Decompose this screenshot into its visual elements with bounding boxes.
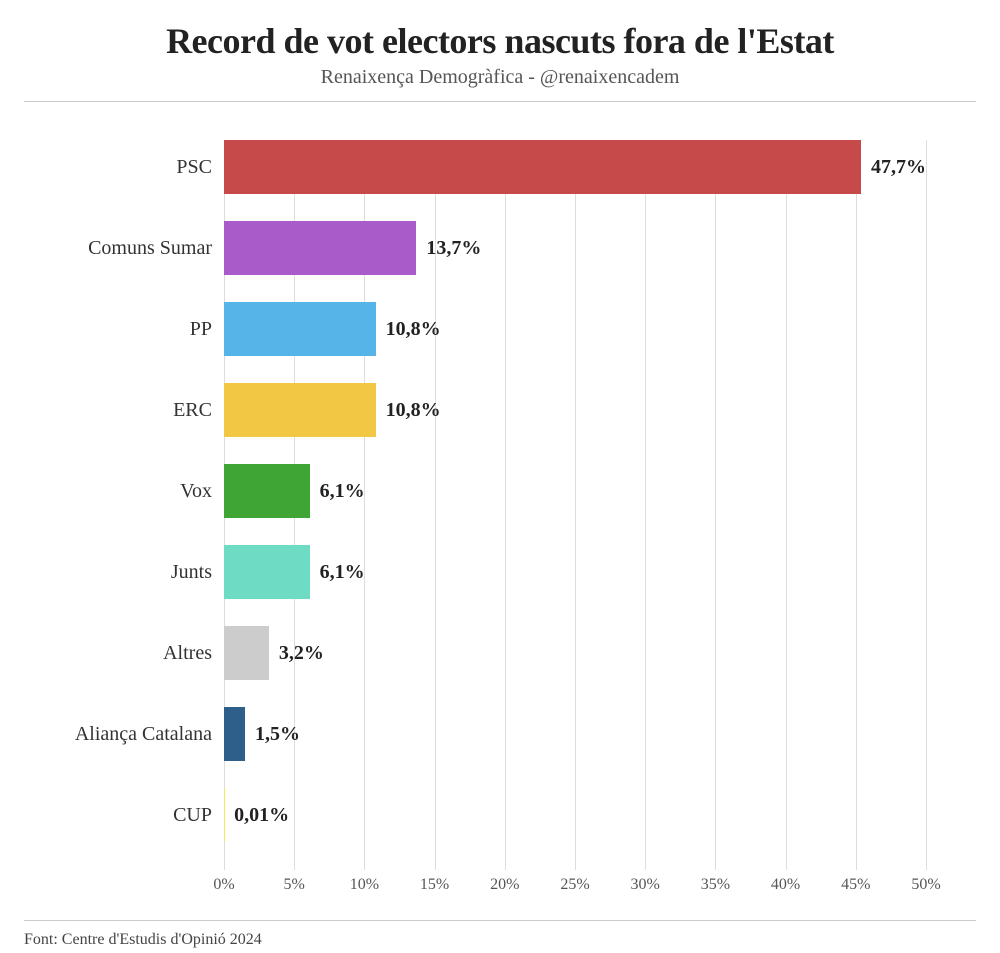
chart-source: Font: Centre d'Estudis d'Opinió 2024 xyxy=(24,920,976,949)
bar xyxy=(224,464,310,518)
bar xyxy=(224,302,376,356)
bar-row: Altres3,2% xyxy=(224,626,926,680)
bar-row: Vox6,1% xyxy=(224,464,926,518)
value-label: 6,1% xyxy=(310,480,365,503)
category-label: Junts xyxy=(171,561,224,584)
x-tick-label: 30% xyxy=(631,876,660,894)
value-label: 13,7% xyxy=(416,237,481,260)
x-tick-label: 10% xyxy=(350,876,379,894)
x-tick-label: 40% xyxy=(771,876,800,894)
category-label: CUP xyxy=(173,804,224,827)
value-label: 10,8% xyxy=(376,318,441,341)
bar-row: Aliança Catalana1,5% xyxy=(224,707,926,761)
x-tick-label: 20% xyxy=(490,876,519,894)
bar-row: PSC47,7% xyxy=(224,140,926,194)
x-tick-label: 45% xyxy=(841,876,870,894)
bar-row: Junts6,1% xyxy=(224,545,926,599)
bar-row: ERC10,8% xyxy=(224,383,926,437)
value-label: 6,1% xyxy=(310,561,365,584)
chart-header: Record de vot electors nascuts fora de l… xyxy=(24,20,976,102)
value-label: 47,7% xyxy=(861,156,926,179)
category-label: PSC xyxy=(176,156,224,179)
x-tick-label: 25% xyxy=(560,876,589,894)
gridline xyxy=(926,140,927,870)
bar xyxy=(224,545,310,599)
bar-row: PP10,8% xyxy=(224,302,926,356)
x-tick-label: 35% xyxy=(701,876,730,894)
value-label: 3,2% xyxy=(269,642,324,665)
x-tick-label: 15% xyxy=(420,876,449,894)
category-label: PP xyxy=(190,318,224,341)
bar xyxy=(224,221,416,275)
x-tick-label: 0% xyxy=(213,876,234,894)
bar xyxy=(224,626,269,680)
value-label: 0,01% xyxy=(224,804,289,827)
value-label: 1,5% xyxy=(245,723,300,746)
plot-region: PSC47,7% Comuns Sumar13,7% PP10,8% ERC10,8%… xyxy=(224,140,926,900)
bar xyxy=(224,140,861,194)
category-label: Comuns Sumar xyxy=(88,237,224,260)
value-label: 10,8% xyxy=(376,399,441,422)
x-tick-label: 5% xyxy=(284,876,305,894)
bar-row: CUP0,01% xyxy=(224,788,926,842)
x-tick-label: 50% xyxy=(911,876,940,894)
chart-subtitle: Renaixença Demogràfica - @renaixencadem xyxy=(24,66,976,89)
bar xyxy=(224,383,376,437)
category-label: Aliança Catalana xyxy=(75,723,224,746)
chart-title: Record de vot electors nascuts fora de l… xyxy=(24,20,976,62)
x-axis: 0%5%10%15%20%25%30%35%40%45%50% xyxy=(224,870,926,900)
bar xyxy=(224,707,245,761)
category-label: Vox xyxy=(180,480,224,503)
category-label: Altres xyxy=(163,642,224,665)
bar-row: Comuns Sumar13,7% xyxy=(224,221,926,275)
chart-area: PSC47,7%Comuns Sumar13,7%PP10,8%ERC10,8%… xyxy=(24,110,976,920)
category-label: ERC xyxy=(173,399,224,422)
